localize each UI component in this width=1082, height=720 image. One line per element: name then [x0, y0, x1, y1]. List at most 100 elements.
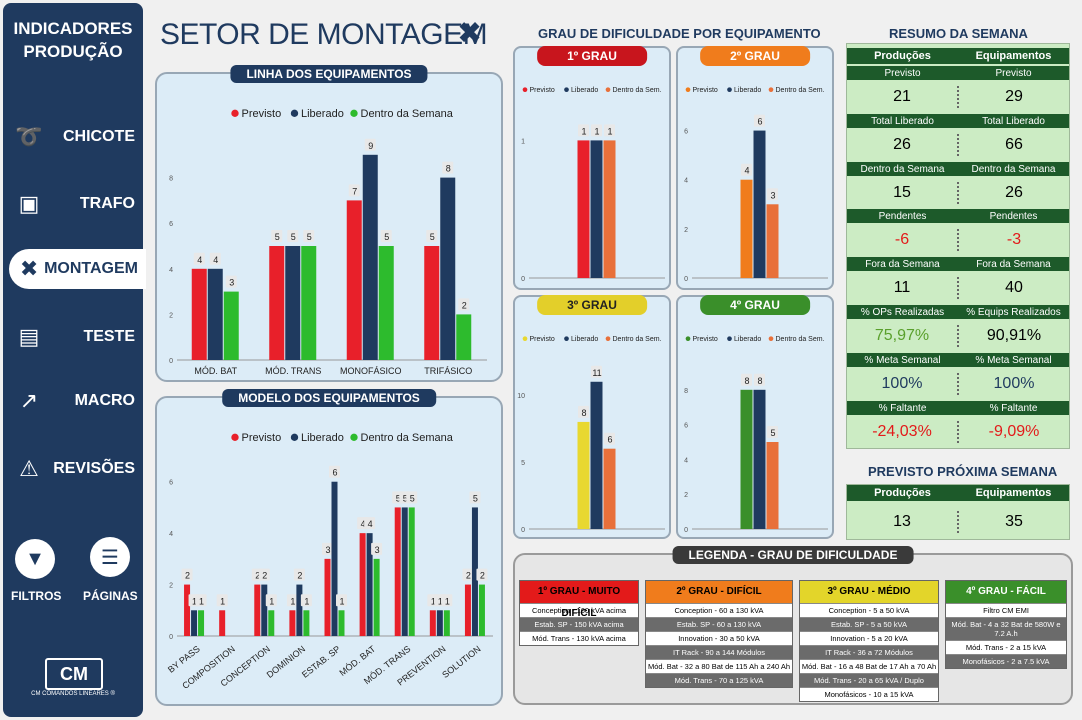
- data-label: 2: [462, 300, 467, 310]
- grau-title: 4º GRAU: [700, 295, 810, 315]
- data-label: 3: [229, 278, 234, 288]
- legend-marker: [350, 109, 358, 117]
- nav-macro[interactable]: ↗ MACRO: [6, 381, 143, 421]
- legenda-item: IT Rack - 90 a 144 Módulos: [646, 645, 792, 659]
- y-tick-label: 0: [684, 276, 688, 283]
- legend-marker: [605, 87, 611, 92]
- data-label: 1: [431, 596, 436, 606]
- nav-revisoes[interactable]: ⚠ REVISÕES: [6, 449, 143, 489]
- data-label-bg: [271, 230, 283, 242]
- bar-0: [740, 389, 753, 529]
- legend-label: Dentro da Sem.: [613, 336, 662, 343]
- nav-label: REVISÕES: [53, 460, 135, 477]
- data-label: 1: [269, 596, 274, 606]
- y-tick-label: 0: [521, 276, 525, 283]
- tools-icon: ✖: [457, 17, 483, 50]
- legend-marker: [290, 109, 299, 117]
- filtros-label: FILTROS: [11, 589, 62, 603]
- row-label: Fora da Semana Fora da Semana: [847, 257, 1069, 271]
- bar-1: [401, 507, 408, 636]
- separator: [957, 373, 959, 395]
- y-tick-label: 2: [169, 312, 173, 319]
- data-label: 2: [297, 571, 302, 581]
- paginas-button[interactable]: ☰: [90, 537, 130, 577]
- value-cell: -24,03%: [872, 423, 932, 440]
- legenda-head: 3º GRAU - MÉDIO: [800, 581, 938, 603]
- label-cell: Dentro da Semana: [860, 163, 945, 175]
- nav-trafo[interactable]: ▣ TRAFO: [6, 184, 143, 224]
- data-label: 4: [213, 255, 218, 265]
- legend-label: Previsto: [242, 432, 282, 444]
- proxima-table: Produções Equipamentos 13 35: [846, 484, 1070, 540]
- data-label-bg: [767, 188, 778, 201]
- legend-label: Liberado: [734, 87, 761, 94]
- data-label: 1: [581, 126, 586, 136]
- bar-0: [740, 179, 753, 278]
- data-label-bg: [754, 114, 765, 127]
- legenda-col-3: 3º GRAU - MÉDIO Conception - 5 a 50 kVA …: [799, 580, 939, 702]
- y-tick-label: 0: [684, 527, 688, 534]
- row-label: Pendentes Pendentes: [847, 209, 1069, 223]
- separator: [957, 134, 959, 156]
- row-previsto: 21 29: [847, 82, 1069, 112]
- data-label: 7: [352, 186, 357, 196]
- legend-marker: [231, 433, 239, 441]
- data-label-bg: [364, 517, 376, 530]
- nav-label: MACRO: [74, 392, 135, 409]
- y-tick-label: 8: [684, 388, 688, 395]
- data-label-bg: [303, 230, 315, 242]
- data-label-bg: [406, 491, 418, 504]
- filtros-button[interactable]: ▼: [15, 539, 55, 579]
- nav-chicote[interactable]: ➰ CHICOTE: [6, 117, 143, 157]
- bar-0: [219, 610, 226, 636]
- separator: [957, 182, 959, 204]
- legenda-col-4: 4º GRAU - FÁCIL Filtro CM EMI Mód. Bat -…: [945, 580, 1067, 669]
- header-equipamentos: Equipamentos: [975, 50, 1052, 62]
- data-label: 1: [438, 596, 443, 606]
- legend-label: Previsto: [530, 87, 555, 94]
- data-label: 2: [466, 571, 471, 581]
- bar-1: [191, 610, 198, 636]
- data-label-bg: [286, 594, 298, 607]
- data-label: 5: [403, 493, 408, 503]
- bar-1: [590, 140, 603, 278]
- bar-0: [464, 584, 471, 636]
- menu-icon: ☰: [101, 546, 119, 569]
- row-label: % Faltante % Faltante: [847, 401, 1069, 415]
- legend-label: Dentro da Sem.: [613, 87, 662, 94]
- filter-icon: ▼: [25, 547, 45, 570]
- label-cell: Pendentes: [989, 210, 1038, 222]
- legenda-col-1: 1º GRAU - MUITO DIFÍCIL Conception - 160…: [519, 580, 639, 646]
- separator: [957, 277, 959, 299]
- legenda-item: Mód. Bat - 32 a 80 Bat de 115 Ah a 240 A…: [646, 659, 792, 673]
- bar-2: [268, 610, 275, 636]
- company-logo: CM: [45, 658, 103, 690]
- label-cell: % Meta Semanal: [864, 354, 941, 366]
- legend-label: Dentro da Semana: [361, 432, 454, 444]
- alert-icon: ⚠: [19, 456, 39, 481]
- value-cell: 66: [1005, 136, 1023, 153]
- bar-2: [198, 610, 205, 636]
- row-label: Dentro da Semana Dentro da Semana: [847, 162, 1069, 176]
- data-label: 5: [275, 232, 280, 242]
- data-label-bg: [348, 184, 360, 197]
- legend-marker: [605, 336, 611, 341]
- data-label-bg: [604, 124, 615, 137]
- legenda-item: Monofásicos - 10 a 15 kVA: [800, 687, 938, 701]
- y-tick-label: 0: [169, 358, 173, 365]
- label-cell: Previsto: [995, 67, 1032, 79]
- legend-marker: [768, 87, 774, 92]
- nav-teste[interactable]: ▤ TESTE: [6, 317, 143, 357]
- legend-marker: [564, 87, 569, 92]
- nav-montagem[interactable]: ✖ MONTAGEM: [9, 249, 146, 289]
- legenda-item: Estab. SP - 150 kVA acima: [520, 617, 638, 631]
- y-tick-label: 6: [684, 129, 688, 136]
- y-tick-label: 6: [169, 480, 173, 487]
- data-label: 5: [384, 232, 389, 242]
- data-label-bg: [441, 594, 453, 607]
- value-cell: 100%: [881, 375, 923, 392]
- resumo-table: Produções Equipamentos Previsto Previsto 2…: [846, 43, 1070, 449]
- data-label: 3: [325, 545, 330, 555]
- data-label-bg: [604, 432, 615, 445]
